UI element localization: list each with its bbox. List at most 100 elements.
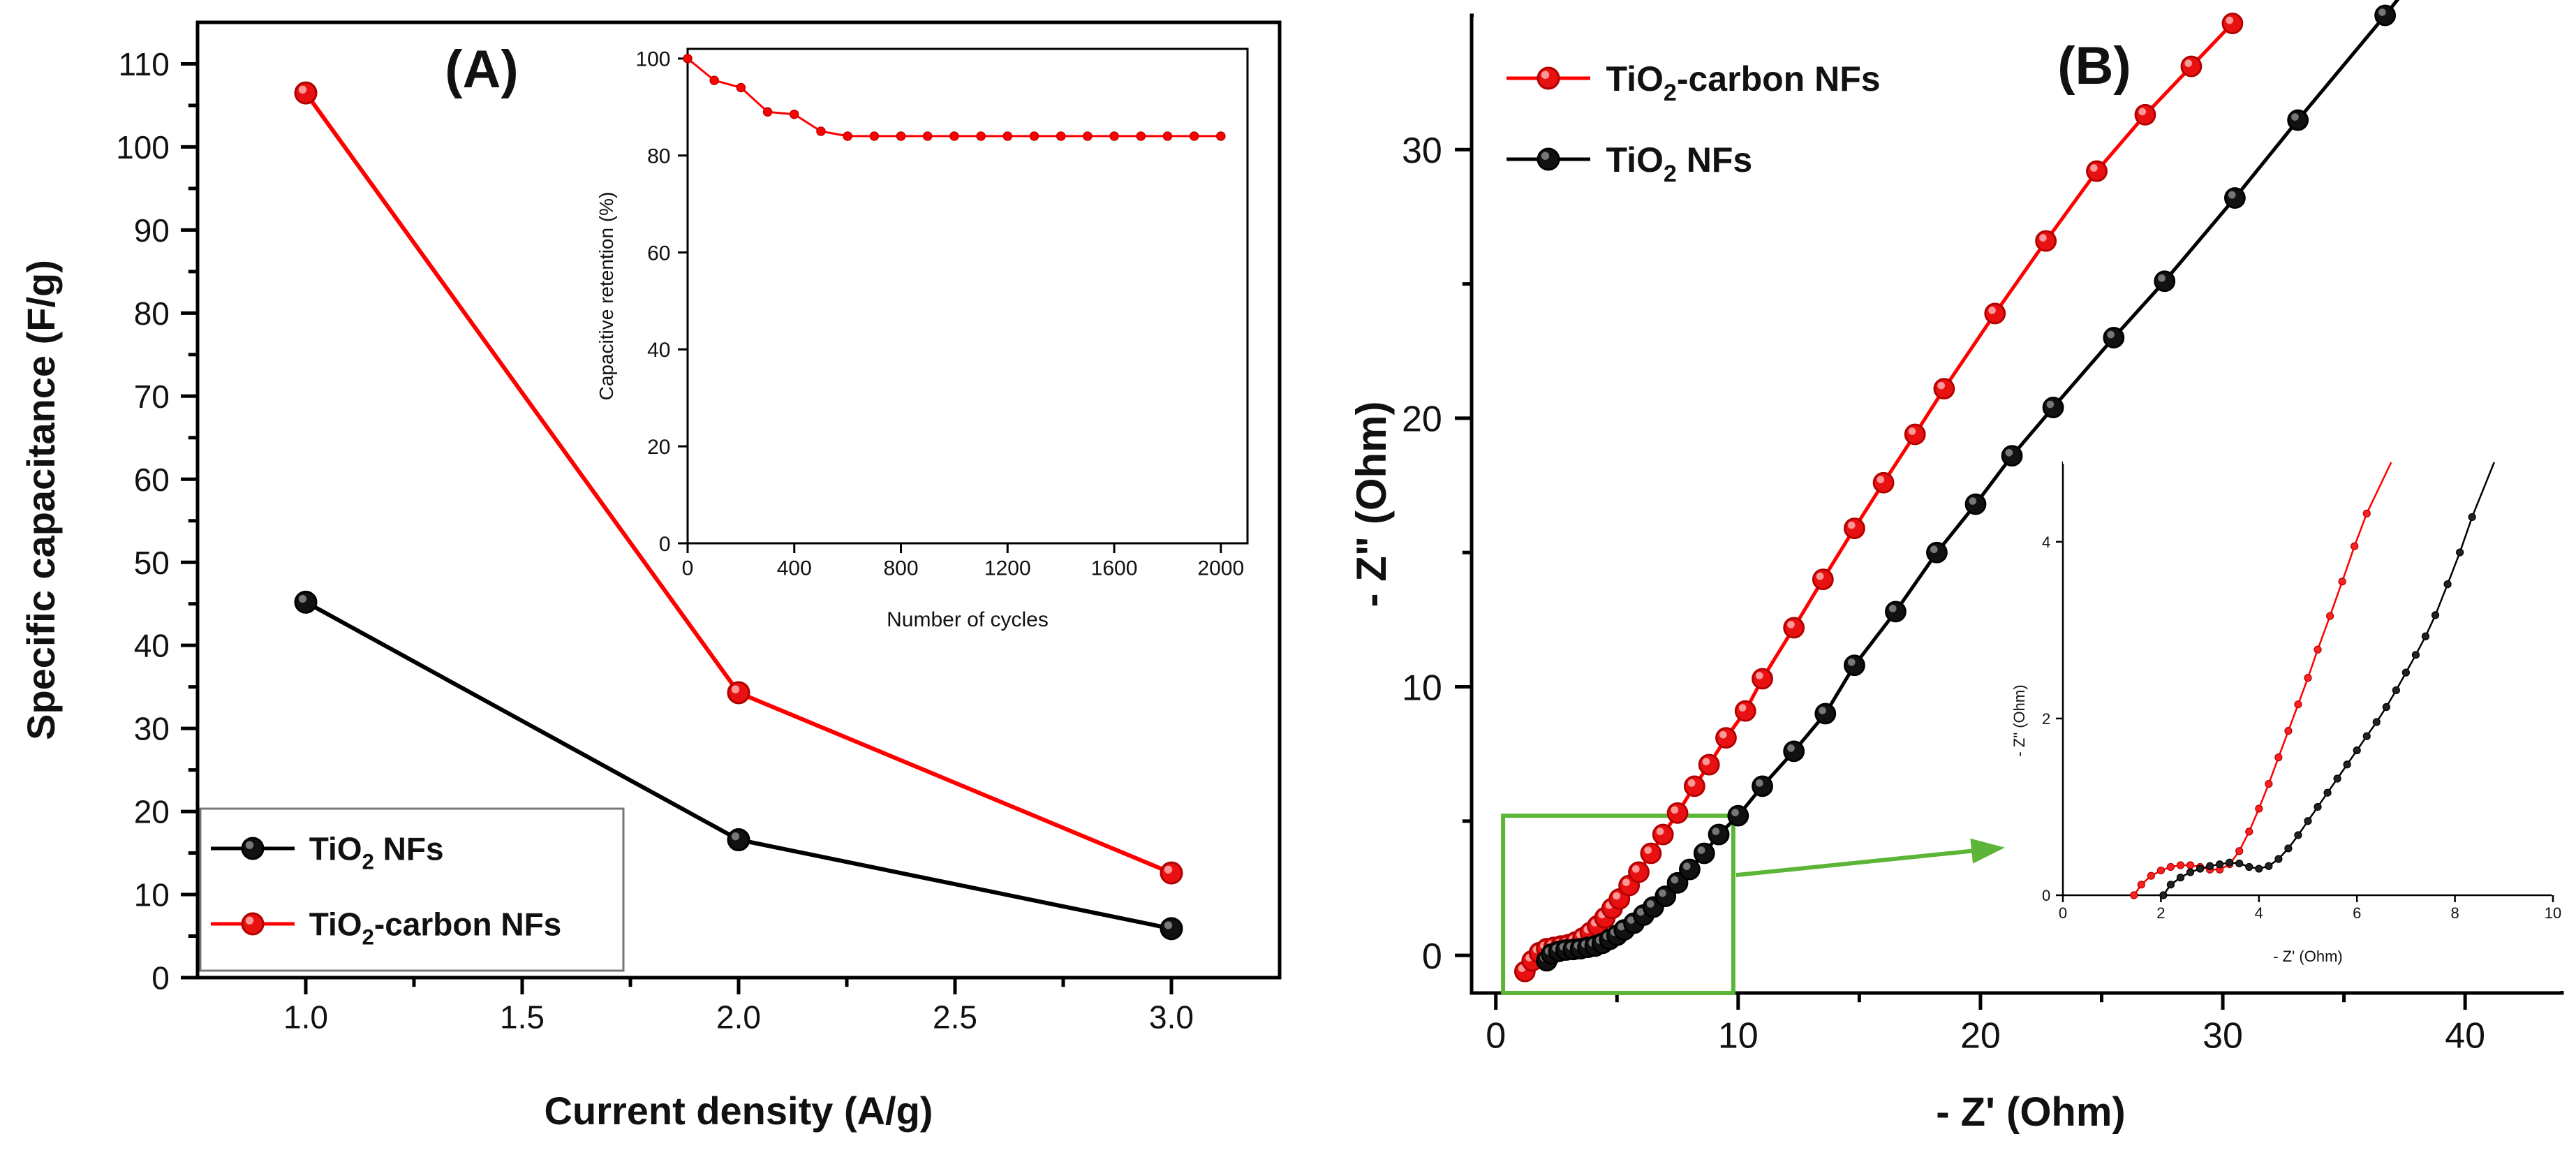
panelB-inset-data-point	[2343, 760, 2351, 769]
panelB-data-point-body	[1933, 378, 1955, 400]
panelB-inset-data-point	[2156, 866, 2165, 875]
panelB-legend-label-main: TiO	[1606, 140, 1664, 179]
panelB-data-point-highlight	[2005, 448, 2013, 457]
panelB-label: (B)	[2057, 36, 2131, 96]
panelB-inset-x-tick-label: 6	[2353, 904, 2361, 922]
panelB-y-tick-label: 0	[1422, 936, 1442, 977]
panelB-data-point-body	[2221, 13, 2244, 34]
panelB-data-point-body	[1844, 517, 1865, 540]
panelB-data-point	[1734, 700, 1756, 722]
panelA-inset-data-point	[1056, 131, 1066, 141]
panelB-legend-label-main: TiO	[1606, 59, 1664, 98]
panelB-data-point	[2223, 187, 2246, 209]
panelB-data-point-body	[1734, 700, 1756, 722]
panelA-x-axis-title: Current density (A/g)	[545, 1089, 933, 1133]
panelA-inset-x-tick-label: 400	[777, 557, 812, 580]
panelB-data-point-highlight	[1877, 476, 1885, 484]
panelA-inset-data-point	[1029, 131, 1039, 141]
panelB-inset-data-point	[2245, 862, 2253, 871]
panelA-y-tick-label: 50	[134, 545, 170, 581]
panelA-inset-data-point	[1136, 131, 1146, 141]
panelB-x-tick-label: 20	[1960, 1016, 2001, 1057]
panelB-inset-data-point	[2304, 674, 2312, 682]
panelB-data-point	[1715, 727, 1737, 749]
panelA-data-point-highlight	[1164, 865, 1173, 874]
panelB-x-tick-label: 40	[2445, 1016, 2485, 1057]
panelA-inset-data-point	[843, 131, 852, 141]
panelA-x-tick-label: 2.5	[933, 999, 977, 1035]
panelB-inset-data-point	[2443, 580, 2452, 589]
panelB-data-point-body	[1666, 802, 1689, 824]
panelB-data-point	[1655, 885, 1677, 907]
panelB-data-point-highlight	[2046, 400, 2055, 409]
panelB-data-point-body	[1678, 858, 1701, 881]
panelB-data-point	[1904, 423, 1926, 446]
panelB-inset-data-point	[2431, 611, 2440, 619]
panelA-inset-data-point	[1216, 131, 1226, 141]
panelA-inset-data-point	[709, 75, 719, 85]
panelB-data-point	[2154, 270, 2176, 293]
panelB-inset-data-point	[2351, 542, 2359, 550]
panelB-data-point-body	[1708, 823, 1730, 846]
panelB-data-point-highlight	[1819, 707, 1826, 714]
panelB-inset-data-point	[2284, 727, 2293, 735]
panelB-data-point-body	[1885, 601, 1907, 623]
panelA-inset-plot-frame	[686, 47, 1249, 545]
panelB-data-point-highlight	[1702, 758, 1710, 765]
panelA-legend-label-sub: 2	[362, 925, 374, 949]
panelB-data-point	[2035, 230, 2057, 252]
panelB-data-point-highlight	[1969, 497, 1977, 505]
panelB-data-point-body	[2154, 270, 2176, 293]
panelB-data-point-highlight	[1787, 621, 1795, 628]
panelB-inset-data-point	[2130, 891, 2138, 899]
panelB-inset-data-point	[2274, 753, 2283, 762]
panelB-data-point-highlight	[1787, 744, 1795, 752]
panelA-inset-data-point	[1002, 131, 1013, 141]
panelB-data-point-highlight	[1738, 704, 1747, 712]
panelB-data-point-highlight	[1659, 889, 1666, 897]
panelB-data-point-body	[1844, 654, 1865, 677]
panelB-inset-data-point	[2216, 860, 2224, 869]
panelA-series-line	[304, 91, 1173, 875]
panelB-inset-data-point	[2401, 668, 2410, 677]
panelB-data-point-body	[1783, 740, 1805, 763]
panelB-inset-data-point	[2284, 844, 2293, 853]
panelB-data-point-body	[1814, 702, 1837, 725]
panelB-inset-data-point	[2226, 858, 2234, 867]
panelB-inset-data-point	[2206, 862, 2214, 870]
panelA-legend-label-main: TiO	[309, 831, 362, 867]
panelA-data-point	[727, 681, 750, 705]
panelB-data-point-highlight	[1712, 827, 1720, 835]
panelA-y-tick-label: 40	[134, 628, 170, 664]
panelA-inset-data-point	[1109, 131, 1119, 141]
panelB-inset-data-point	[2372, 718, 2381, 726]
panelB-data-point	[1628, 861, 1650, 883]
panelA-y-tick-label: 110	[119, 46, 170, 82]
panelA-inset-y-tick-label: 80	[647, 145, 670, 168]
panelA-inset-y-axis-title: Capacitive retention (%)	[595, 192, 617, 401]
panelA-y-tick-label: 30	[134, 711, 170, 747]
panelB-inset-data-point	[2392, 686, 2400, 695]
panelA-x-tick-label: 1.5	[500, 999, 545, 1035]
panelB-data-point	[1844, 517, 1865, 540]
panelB-data-point-highlight	[1671, 806, 1679, 814]
panelA-inset-y-tick-label: 0	[659, 533, 671, 556]
panelB-data-point	[1652, 823, 1674, 846]
panelB-data-point-body	[1628, 861, 1650, 883]
panelB-legend-marker-body	[1537, 66, 1560, 90]
panelB-data-point-body	[2001, 445, 2023, 467]
panelA-legend-label-sub: 2	[362, 849, 374, 874]
panelB-inset-data-point	[2235, 847, 2244, 855]
panelB-legend-marker-body	[1537, 147, 1560, 171]
panelA-legend-label-rest: -carbon NFs	[374, 906, 561, 943]
panelB-data-point-highlight	[1988, 307, 1996, 314]
panelB-data-point	[1698, 753, 1720, 776]
panelB-zoom-box	[1501, 814, 1735, 995]
panelB-inset-data-point	[2338, 578, 2346, 586]
panelA-legend-marker-body	[241, 837, 265, 860]
panelA-inset-data-point	[949, 131, 959, 141]
panelB-data-point-body	[2287, 109, 2309, 131]
panelB-data-point-body	[2134, 103, 2156, 126]
panelB-inset-data-point	[2304, 817, 2312, 825]
panelB-y-tick-label: 10	[1402, 668, 1442, 708]
